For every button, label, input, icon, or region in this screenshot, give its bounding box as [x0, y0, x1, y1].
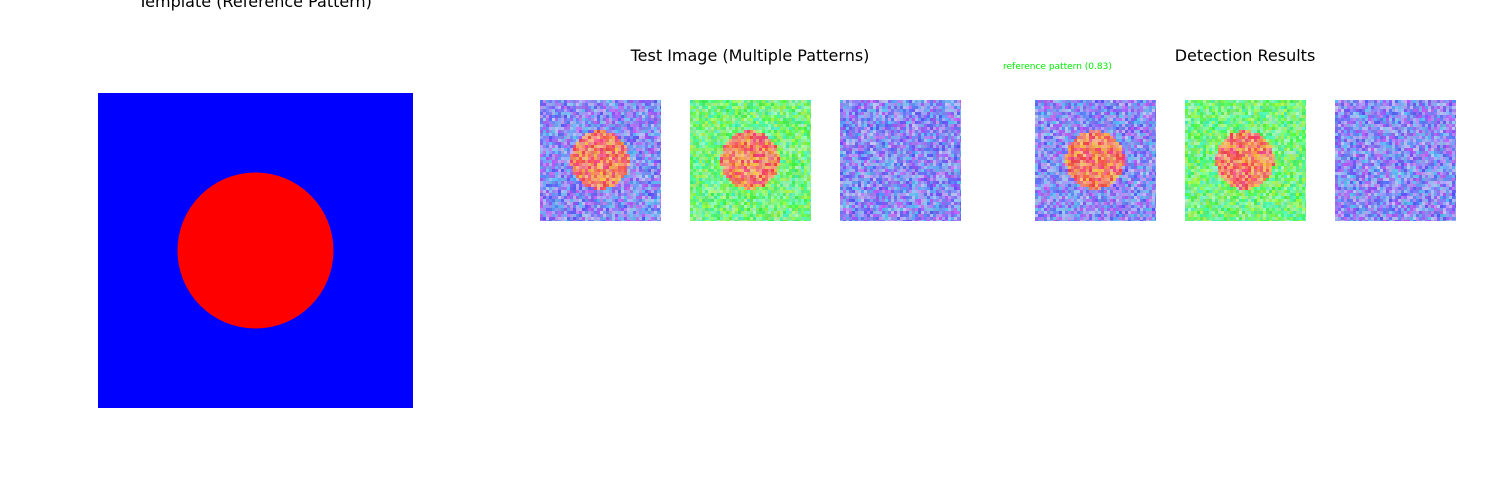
- tile-canvas: [1185, 100, 1306, 221]
- test-tile-3: [840, 100, 961, 221]
- test-image-title: Test Image (Multiple Patterns): [630, 46, 870, 65]
- tile-canvas: [540, 100, 661, 221]
- template-title: Template (Reference Pattern): [138, 0, 372, 11]
- detection-label: reference pattern (0.83): [1003, 62, 1112, 72]
- result-tile-3: [1335, 100, 1456, 221]
- tile-canvas: [1335, 100, 1456, 221]
- tile-canvas: [690, 100, 811, 221]
- tile-canvas: [1035, 100, 1156, 221]
- test-tile-2: [690, 100, 811, 221]
- test-tile-1: [540, 100, 661, 221]
- result-tile-1: [1035, 100, 1156, 221]
- detection-results-title: Detection Results: [1174, 46, 1316, 65]
- tile-canvas: [840, 100, 961, 221]
- template-image: [98, 93, 413, 408]
- result-tile-2: [1185, 100, 1306, 221]
